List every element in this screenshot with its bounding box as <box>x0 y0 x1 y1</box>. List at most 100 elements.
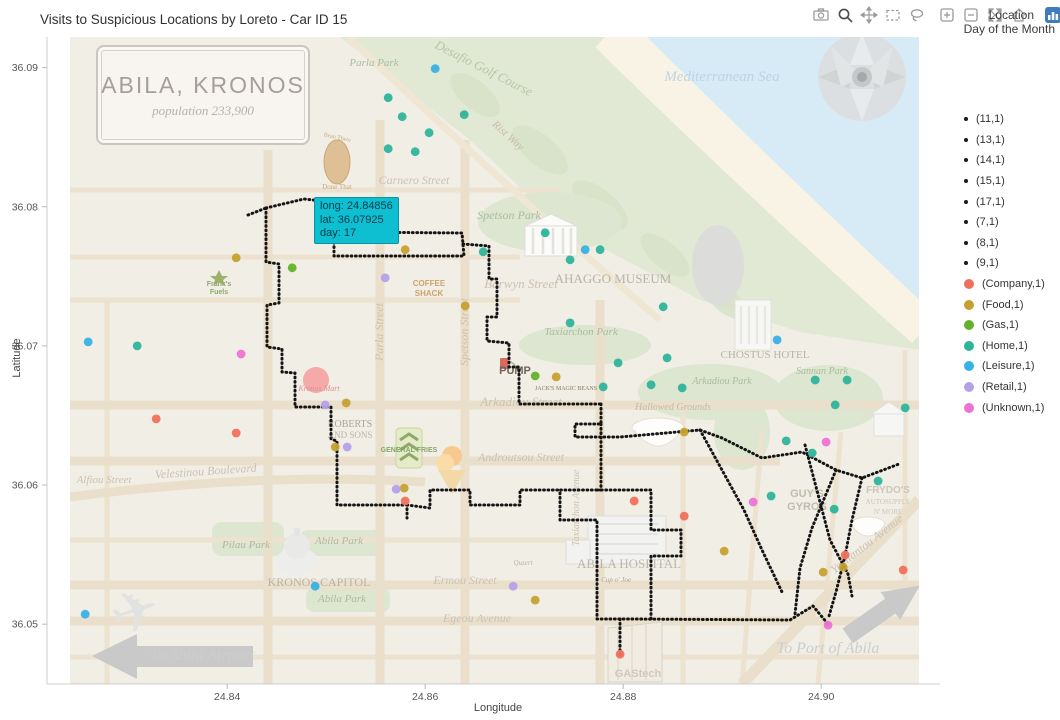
data-point[interactable] <box>231 253 241 263</box>
data-point[interactable] <box>530 595 540 605</box>
resize-icon[interactable] <box>986 6 1004 24</box>
data-point[interactable] <box>342 442 352 452</box>
data-point[interactable] <box>823 620 833 630</box>
data-point[interactable] <box>646 380 656 390</box>
legend-item[interactable]: (Company,1) <box>952 274 1058 295</box>
data-point[interactable] <box>399 483 409 493</box>
data-point[interactable] <box>231 428 241 438</box>
camera-save-icon[interactable] <box>812 6 830 24</box>
data-point[interactable] <box>80 609 90 619</box>
lasso-select-icon[interactable] <box>908 6 926 24</box>
data-point[interactable] <box>551 372 561 382</box>
data-point[interactable] <box>397 112 407 122</box>
legend-label: (13,1) <box>976 133 1005 146</box>
data-point[interactable] <box>400 245 410 255</box>
home-reset-icon[interactable] <box>1010 6 1028 24</box>
data-point[interactable] <box>898 565 908 575</box>
pan-icon[interactable] <box>859 5 879 25</box>
legend-marker <box>964 240 968 245</box>
data-point[interactable] <box>781 436 791 446</box>
data-point[interactable] <box>818 567 828 577</box>
box-select-icon[interactable] <box>884 6 902 24</box>
legend-item[interactable]: (9,1) <box>952 253 1058 274</box>
data-point[interactable] <box>424 128 434 138</box>
data-point[interactable] <box>236 349 246 359</box>
bokeh-logo-icon[interactable] <box>1044 6 1060 24</box>
data-point[interactable] <box>430 64 440 73</box>
data-point[interactable] <box>766 491 776 501</box>
legend-item[interactable]: (17,1) <box>952 191 1058 212</box>
data-point[interactable] <box>829 504 839 514</box>
data-point[interactable] <box>840 550 850 560</box>
data-point[interactable] <box>677 383 687 393</box>
data-point[interactable] <box>508 581 518 591</box>
legend-item[interactable]: (11,1) <box>952 109 1058 130</box>
data-point[interactable] <box>310 581 320 591</box>
data-point[interactable] <box>900 403 910 413</box>
data-point[interactable] <box>838 562 848 572</box>
data-point[interactable] <box>400 496 410 506</box>
data-point[interactable] <box>540 228 550 238</box>
legend-item[interactable]: (8,1) <box>952 233 1058 254</box>
legend-item[interactable]: (Food,1) <box>952 294 1058 315</box>
data-point[interactable] <box>629 496 639 506</box>
legend-item[interactable]: (Retail,1) <box>952 377 1058 398</box>
data-point[interactable] <box>580 245 590 255</box>
map-label: Cup o' Joe <box>601 576 631 584</box>
data-point[interactable] <box>598 382 608 392</box>
legend-item[interactable]: (13,1) <box>952 130 1058 151</box>
legend-item[interactable]: (15,1) <box>952 171 1058 192</box>
data-point[interactable] <box>658 302 668 312</box>
data-point[interactable] <box>772 335 782 345</box>
data-point[interactable] <box>679 427 689 437</box>
legend-item[interactable]: (Unknown,1) <box>952 397 1058 418</box>
data-point[interactable] <box>615 649 625 659</box>
data-point[interactable] <box>873 476 883 486</box>
data-point[interactable] <box>380 273 390 283</box>
legend-item[interactable]: (Leisure,1) <box>952 356 1058 377</box>
data-point[interactable] <box>330 442 340 452</box>
data-point[interactable] <box>842 375 852 385</box>
data-point[interactable] <box>810 375 820 385</box>
town-sign-population: population 233,900 <box>152 102 254 118</box>
data-point[interactable] <box>830 400 840 410</box>
data-point[interactable] <box>807 448 817 458</box>
data-point[interactable] <box>459 110 469 119</box>
data-point[interactable] <box>565 255 575 265</box>
data-point[interactable] <box>151 414 161 424</box>
legend-label: (7,1) <box>976 216 999 229</box>
data-point[interactable] <box>132 341 142 351</box>
x-axis-title: Longitude <box>473 702 523 714</box>
data-point[interactable] <box>383 93 393 103</box>
legend-item[interactable]: (Home,1) <box>952 336 1058 357</box>
legend-item[interactable]: (14,1) <box>952 150 1058 171</box>
data-point[interactable] <box>748 497 758 507</box>
data-point[interactable] <box>460 301 470 311</box>
data-point[interactable] <box>341 398 351 408</box>
legend-item[interactable]: (7,1) <box>952 212 1058 233</box>
zoom-in-icon[interactable] <box>938 6 956 24</box>
data-point[interactable] <box>410 147 420 157</box>
data-point[interactable] <box>83 337 93 347</box>
map-label: Carnero Street <box>379 173 450 187</box>
legend-title-location: Location <box>988 8 1034 22</box>
zoom-out-icon[interactable] <box>962 6 980 24</box>
data-point[interactable] <box>383 144 393 154</box>
data-point[interactable] <box>595 245 605 255</box>
data-point[interactable] <box>320 400 330 410</box>
data-point[interactable] <box>565 318 575 328</box>
golf-fairway <box>512 125 568 175</box>
data-point[interactable] <box>391 484 401 494</box>
data-point[interactable] <box>719 546 729 556</box>
legend-item[interactable]: (Gas,1) <box>952 315 1058 336</box>
data-point[interactable] <box>530 371 540 381</box>
data-point[interactable] <box>821 437 831 447</box>
data-point[interactable] <box>679 511 689 521</box>
data-point[interactable] <box>613 358 623 368</box>
box-zoom-icon[interactable] <box>836 6 854 24</box>
data-point[interactable] <box>662 353 672 363</box>
map-label: Arkadiou Street <box>479 394 562 409</box>
data-point[interactable] <box>478 247 488 257</box>
data-point[interactable] <box>287 263 297 273</box>
